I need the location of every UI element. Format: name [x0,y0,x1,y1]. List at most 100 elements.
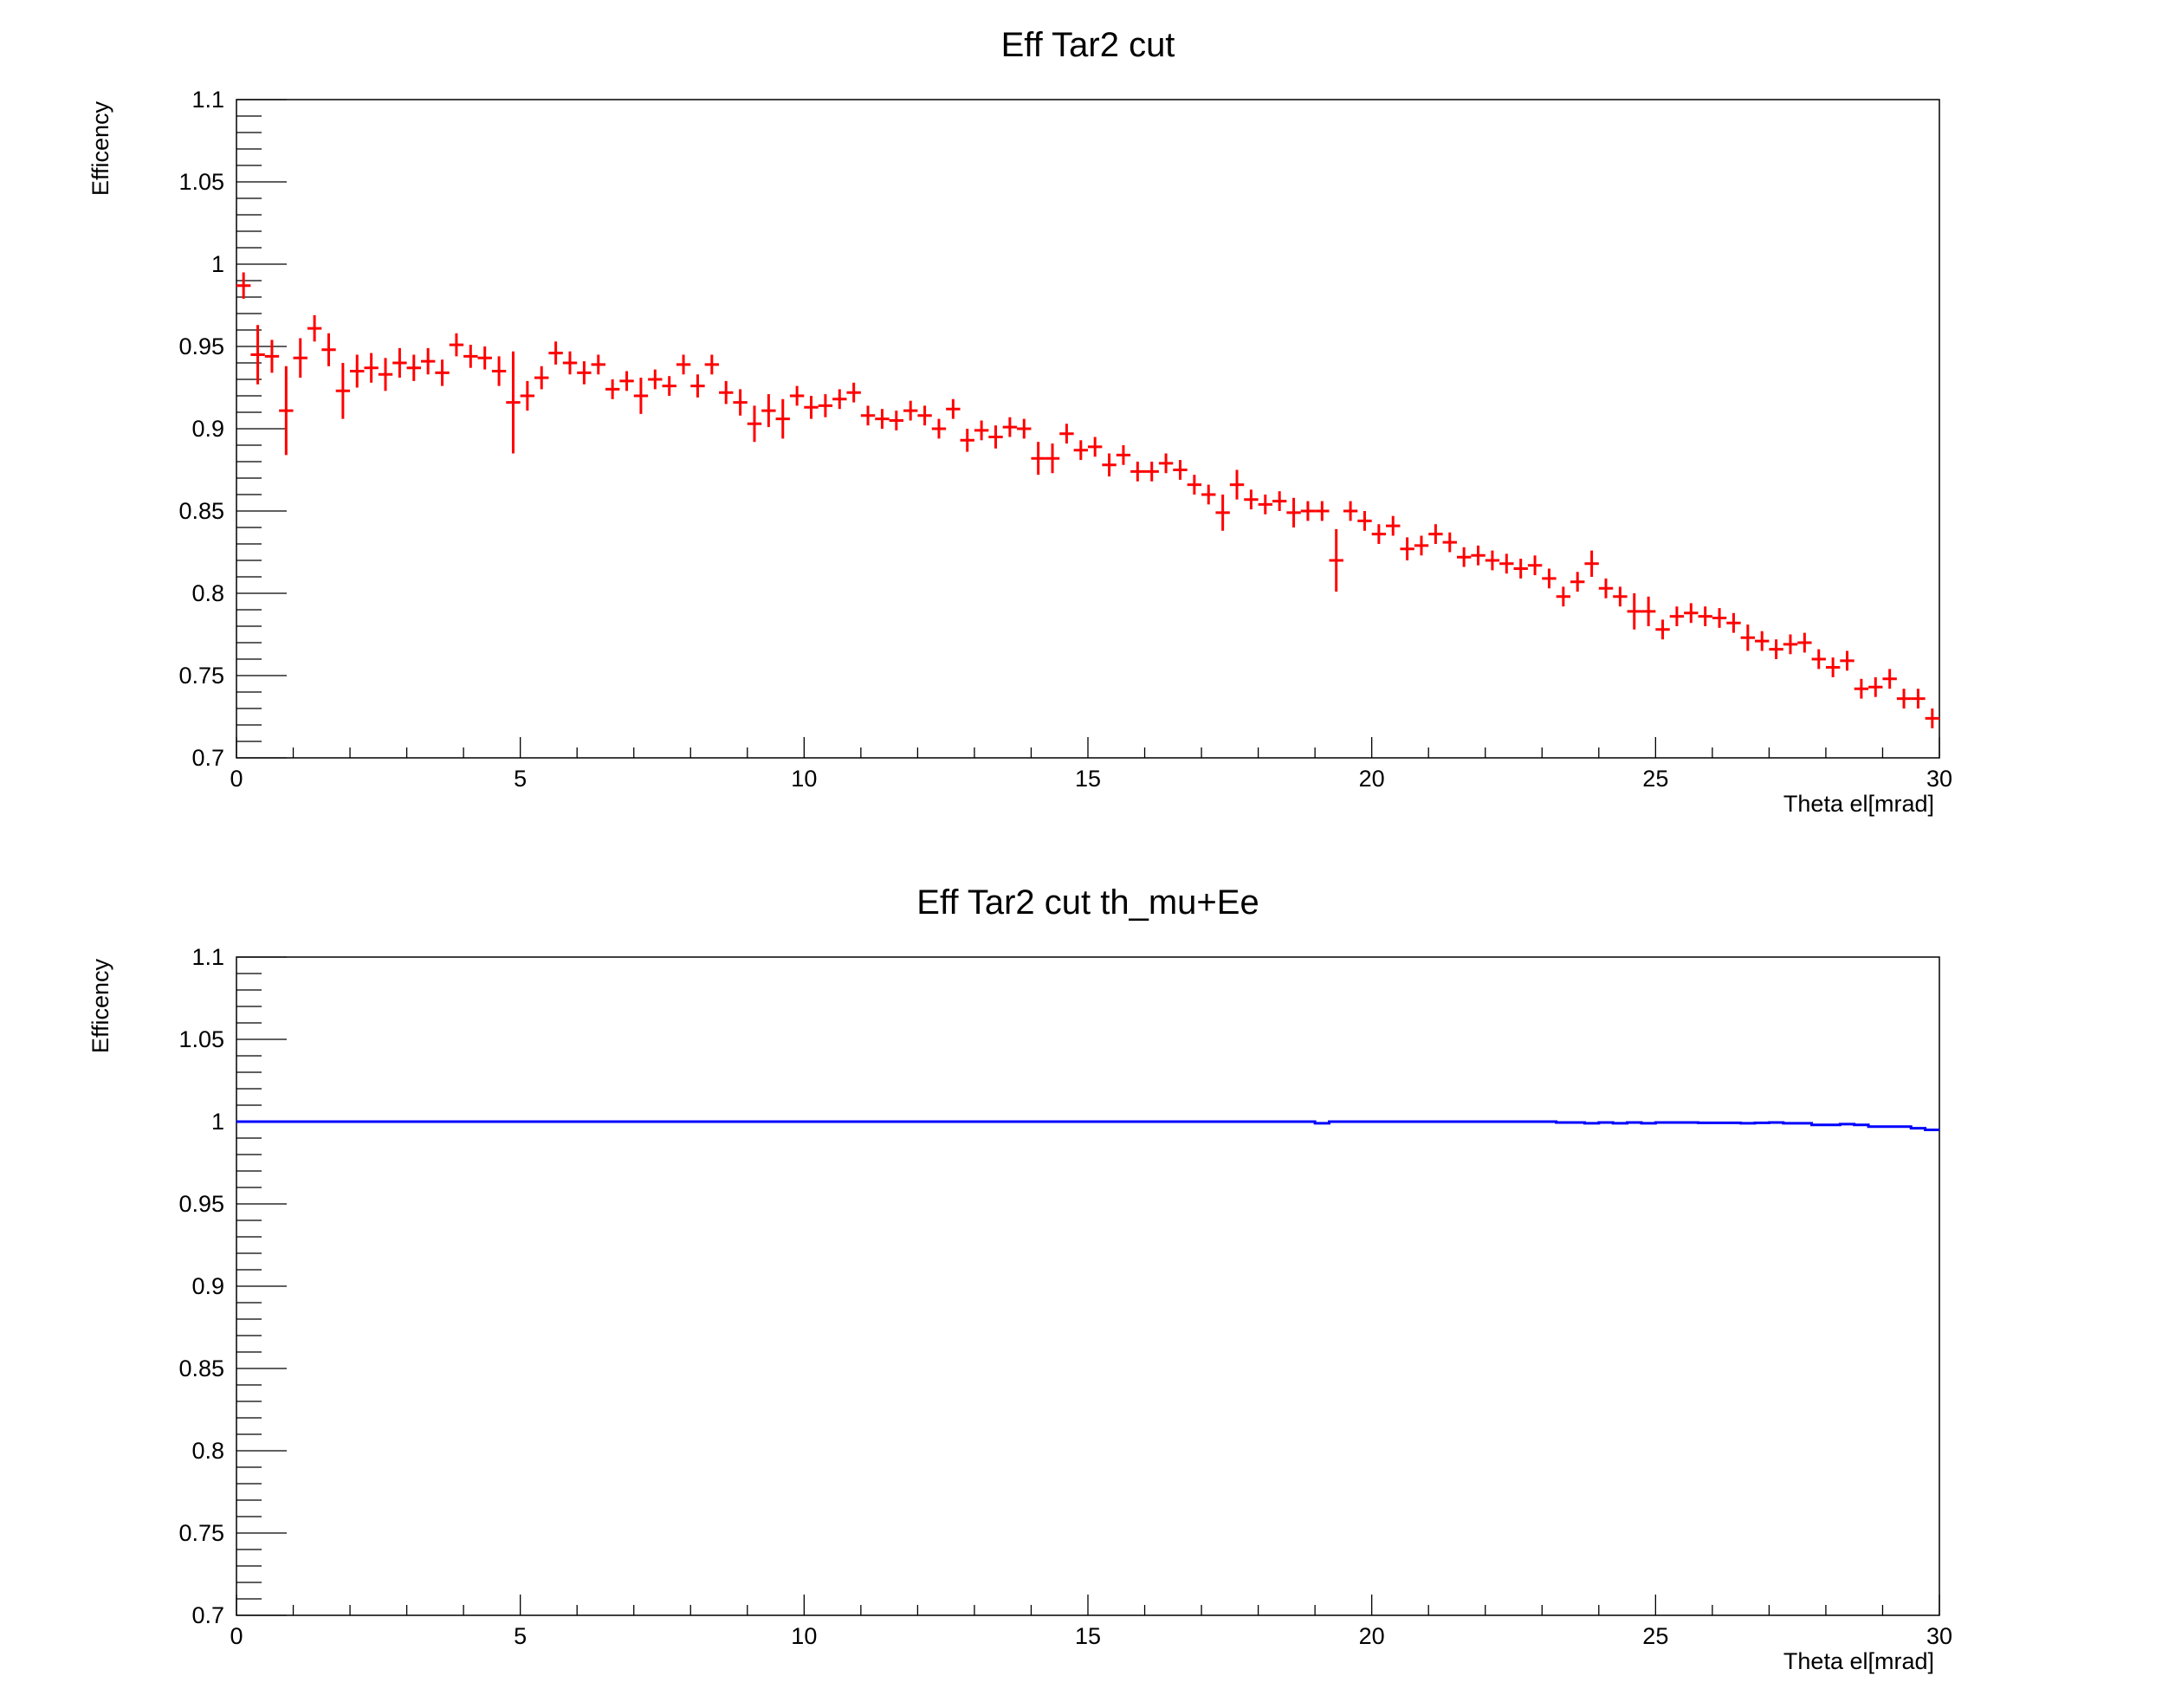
y-tick-label: 1.05 [178,1026,224,1052]
data-point [1684,603,1699,624]
data-point [1173,460,1188,480]
data-point [875,409,890,429]
data-point [633,378,649,414]
x-tick-label: 0 [230,1623,243,1649]
y-tick-label: 0.7 [191,745,224,771]
data-point [1740,624,1756,651]
data-point [1456,547,1472,567]
data-point [619,371,634,391]
data-point [264,340,280,373]
data-point [1300,501,1316,521]
y-tick-label: 1.05 [178,169,224,195]
data-point [1059,424,1074,444]
data-point [1783,634,1798,655]
data-point [1584,550,1599,577]
y-tick-label: 0.9 [191,1273,224,1299]
y-tick-label: 0.85 [178,498,224,524]
data-point [1088,437,1103,457]
data-point [662,376,676,396]
data-point [1811,649,1826,670]
data-point [917,405,932,426]
data-point [1471,545,1486,566]
bottom-panel: Eff Tar2 cut th_mu+Ee Theta el[mrad] Eff… [87,883,1952,1674]
data-point [1513,559,1528,579]
data-point [747,405,762,443]
data-point [648,369,663,390]
y-axis-label: Efficency [87,959,113,1054]
data-point [1258,495,1272,514]
data-point [591,354,605,375]
data-point [1414,535,1429,556]
data-point [1825,657,1841,677]
data-point [1031,442,1045,476]
y-tick-label: 0.95 [178,333,224,359]
data-point [236,272,251,299]
x-tick-label: 5 [514,766,527,792]
data-point [775,398,790,439]
data-point [733,389,748,416]
data-point [818,394,833,417]
data-point [1073,440,1088,461]
data-point [1669,606,1685,626]
y-axis-label: Efficency [87,101,113,197]
data-point [1244,489,1259,510]
data-point [1911,689,1926,708]
data-point [1329,528,1343,592]
data-point [392,347,407,378]
data-point [719,380,734,404]
data-point [1840,650,1855,671]
data-point [1357,511,1372,531]
data-point [350,354,365,388]
data-point [1428,524,1443,544]
y-tick-label: 0.7 [191,1602,224,1628]
data-point [1854,678,1869,699]
data-point [1017,418,1032,439]
data-point [804,396,819,419]
series-line [236,1120,1939,1131]
data-point [1712,608,1727,628]
data-point [562,351,578,375]
data-point [1371,524,1387,544]
data-point [506,351,521,454]
data-point [1598,578,1614,598]
x-axis-label: Theta el[mrad] [1783,1648,1934,1674]
x-tick-label: 30 [1926,766,1952,792]
data-point [1556,586,1571,607]
data-point [974,420,989,441]
y-tick-label: 1 [211,251,224,277]
data-point [1570,572,1585,592]
plot-frame [236,956,1940,1616]
data-point [903,400,918,421]
data-point [1116,445,1131,465]
data-point [477,346,492,370]
x-tick-label: 20 [1359,1623,1385,1649]
data-point [1925,708,1939,728]
data-point [988,425,1003,449]
x-tick-label: 5 [514,1623,527,1649]
data-point [1187,475,1202,495]
x-tick-label: 15 [1075,1623,1101,1649]
data-point [1627,593,1641,630]
data-point [1045,443,1060,474]
y-tick-label: 0.95 [178,1191,224,1217]
x-tick-label: 0 [230,766,243,792]
data-point [1442,532,1457,553]
data-point [1868,676,1883,697]
x-tick-label: 10 [791,766,817,792]
y-tick-label: 0.85 [178,1355,224,1381]
data-point [832,389,847,410]
data-point [1144,462,1159,482]
data-point [1158,453,1174,474]
data-point [1755,631,1770,651]
data-point [1215,495,1230,531]
y-tick-label: 0.75 [178,663,224,689]
data-point [1102,453,1117,477]
data-point [1769,639,1783,659]
y-tick-label: 0.8 [191,1438,224,1464]
data-point [605,379,620,399]
data-point [1527,555,1543,576]
data-point [1343,501,1358,521]
x-tick-label: 15 [1075,766,1101,792]
data-point [1613,586,1628,607]
